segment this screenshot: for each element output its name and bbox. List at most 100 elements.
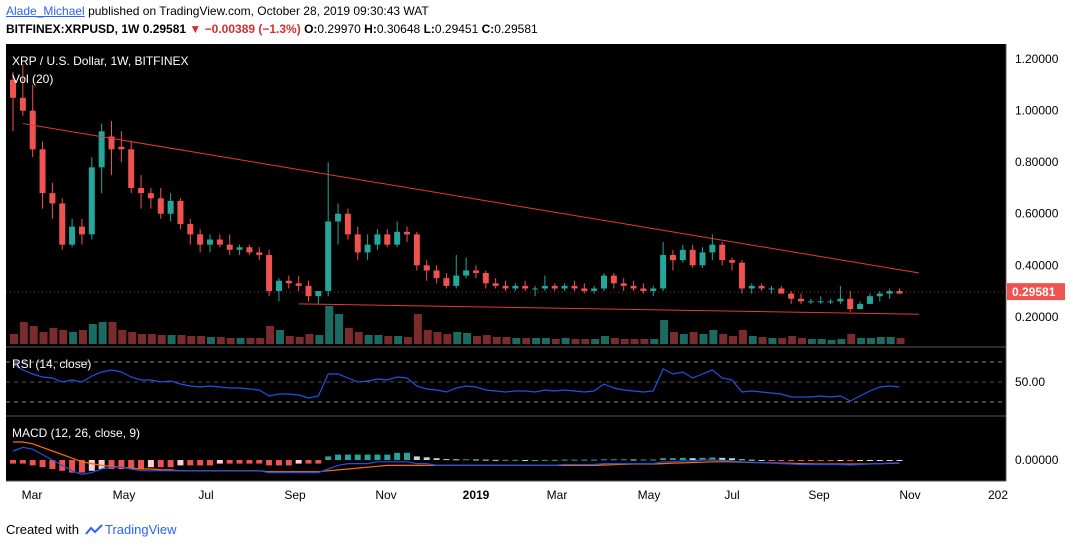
candle-body <box>354 234 361 253</box>
volume-bar <box>729 336 738 344</box>
candle-body <box>581 288 588 292</box>
candle-body <box>876 293 883 297</box>
volume-bar <box>847 334 856 344</box>
candle-body <box>512 285 519 289</box>
macd-histogram-bar <box>532 460 539 461</box>
price-tick-label: 0.80000 <box>1015 155 1059 169</box>
macd-histogram-bar <box>236 460 243 464</box>
macd-histogram-bar <box>19 460 26 464</box>
macd-histogram-bar <box>610 459 617 461</box>
volume-bar <box>581 339 590 344</box>
macd-histogram-bar <box>699 457 706 460</box>
macd-histogram-bar <box>384 454 391 460</box>
macd-histogram-bar <box>433 458 440 460</box>
volume-bar <box>19 322 28 344</box>
volume-bar <box>886 337 895 344</box>
chart-canvas[interactable]: 1.20000 1.00000 0.80000 0.60000 0.40000 0.200… <box>0 40 1073 515</box>
macd-histogram-bar <box>275 460 282 466</box>
volume-bar <box>305 334 314 344</box>
symbol-line: BITFINEX:XRPUSD, 1W 0.29581 ▼ −0.00389 (… <box>6 22 538 36</box>
macd-histogram-bar <box>630 459 637 461</box>
volume-bar <box>275 330 284 344</box>
candle-body <box>118 146 125 150</box>
macd-histogram-bar <box>709 457 716 460</box>
volume-bar <box>325 306 334 344</box>
price-tick-label: 0.60000 <box>1015 207 1059 221</box>
volume-bar <box>669 332 678 344</box>
tradingview-brand[interactable]: TradingView <box>104 522 177 537</box>
macd-histogram-bar <box>738 459 745 461</box>
author-link[interactable]: Alade_Michael <box>6 4 85 18</box>
macd-histogram-bar <box>305 460 312 464</box>
candle-body <box>266 254 273 292</box>
candle-body <box>758 285 765 289</box>
macd-histogram-bar <box>571 459 578 461</box>
macd-histogram-bar <box>758 460 765 461</box>
candle-body <box>857 303 864 310</box>
macd-histogram-bar <box>492 459 499 461</box>
volume-bar <box>187 336 196 344</box>
volume-bar <box>778 338 787 344</box>
candle-body <box>896 291 903 294</box>
macd-histogram-bar <box>394 452 401 460</box>
candle-body <box>108 136 115 150</box>
macd-histogram-bar <box>128 460 135 469</box>
volume-bar <box>857 338 866 344</box>
candle-body <box>49 193 56 204</box>
macd-histogram-bar <box>719 457 726 460</box>
macd-histogram-bar <box>29 460 36 466</box>
macd-histogram-bar <box>669 458 676 460</box>
volume-bar <box>98 322 107 344</box>
volume-bar <box>591 339 600 344</box>
time-tick-label: 202 <box>988 488 1008 502</box>
candle-body <box>19 97 26 111</box>
volume-bar <box>679 334 688 344</box>
price-tick-label: 0.20000 <box>1015 310 1059 324</box>
macd-histogram-bar <box>423 457 430 460</box>
candle-body <box>522 285 529 289</box>
candle-body <box>39 149 46 194</box>
down-arrow-icon: ▼ <box>189 22 202 36</box>
macd-histogram-bar <box>118 460 125 469</box>
macd-histogram-bar <box>246 460 253 464</box>
volume-bar <box>88 324 97 344</box>
candle-body <box>492 283 499 286</box>
volume-bar <box>472 336 481 344</box>
time-tick-label: Nov <box>375 488 396 502</box>
last-price-badge-label: 0.29581 <box>1012 285 1056 299</box>
candle-body <box>305 285 312 297</box>
volume-bar <box>216 337 225 344</box>
volume-bar <box>453 332 462 344</box>
candle-body <box>177 200 184 225</box>
candle-body <box>798 298 804 302</box>
volume-bar <box>39 332 48 344</box>
volume-bar <box>896 338 905 344</box>
macd-histogram-bar <box>601 459 607 461</box>
macd-histogram-bar <box>837 460 844 461</box>
volume-bar <box>807 339 816 344</box>
rsi-tick-label: 50.00 <box>1015 375 1045 389</box>
macd-histogram-bar <box>147 460 154 468</box>
macd-histogram-bar <box>541 459 548 461</box>
candle-body <box>384 234 391 245</box>
volume-bar <box>177 335 186 344</box>
price-tick-label: 0.40000 <box>1015 258 1059 272</box>
close-value: 0.29581 <box>494 22 538 36</box>
macd-histogram-bar <box>443 459 450 461</box>
candle-body <box>807 301 814 303</box>
volume-bar <box>748 336 757 344</box>
candle-body <box>709 244 716 253</box>
candle-body <box>404 231 410 235</box>
macd-histogram-bar <box>729 458 736 460</box>
macd-histogram-bar <box>108 460 115 469</box>
macd-histogram-bar <box>620 459 627 461</box>
volume-bar <box>256 338 265 344</box>
macd-histogram-bar <box>857 460 864 461</box>
volume-bar <box>630 339 639 344</box>
candle-body <box>640 288 647 292</box>
candle-body <box>78 226 85 235</box>
candle-body <box>601 275 607 289</box>
candle-body <box>679 249 686 261</box>
candle-body <box>216 239 223 245</box>
volume-bar <box>758 337 767 344</box>
